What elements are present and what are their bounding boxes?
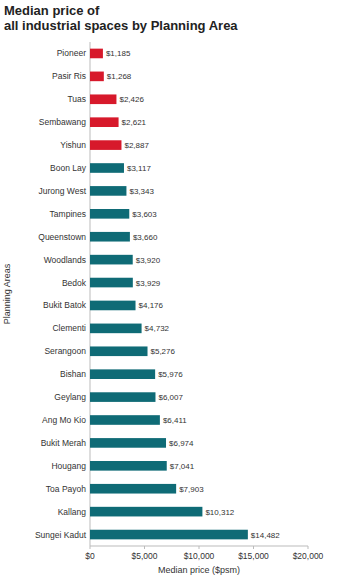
data-label: $7,903 [179,485,204,494]
bar [90,530,248,540]
data-label: $4,732 [145,324,170,333]
data-label: $2,426 [119,95,144,104]
x-tick [90,546,91,549]
category-label: Woodlands [44,255,86,265]
bar [90,438,166,448]
data-label: $6,411 [163,416,187,425]
bar [90,163,124,173]
bar [90,346,148,356]
data-label: $7,041 [170,462,195,471]
bar [90,94,116,104]
data-label: $3,343 [129,187,154,196]
category-label: Yishun [60,140,86,150]
data-label: $10,312 [205,508,234,517]
x-axis-title: Median price ($psm) [158,565,240,575]
x-tick-label: $5,000 [132,551,158,561]
bar [90,49,103,59]
x-tick-label: $10,000 [184,551,215,561]
bar [90,117,119,127]
category-label: Ang Mo Kio [42,415,86,425]
bar [90,186,126,196]
x-tick [308,546,309,549]
bar [90,301,136,311]
bar [90,278,133,288]
data-label: $3,920 [136,256,161,265]
category-label: Sembawang [39,117,87,127]
bar [90,72,104,82]
category-label: Pioneer [57,48,86,58]
category-label: Jurong West [38,186,86,196]
category-label: Boon Lay [50,163,87,173]
y-axis-title: Planning Areas [2,263,12,324]
category-label: Queenstown [38,232,86,242]
category-label: Geylang [54,392,86,402]
data-label: $1,185 [106,49,131,58]
data-label: $6,007 [158,393,183,402]
category-label: Serangoon [44,346,86,356]
category-label: Hougang [51,461,86,471]
bar [90,255,133,265]
x-tick [199,546,200,549]
bar [90,232,130,242]
data-label: $3,603 [132,210,157,219]
chart-title: Median price of all industrial spaces by… [4,3,238,33]
bar [90,461,167,471]
chart-root: Median price of all industrial spaces by… [0,0,338,588]
category-label: Bukit Merah [41,438,87,448]
data-label: $2,887 [124,141,149,150]
category-label: Tuas [67,94,86,104]
x-tick-label: $0 [85,551,95,561]
category-label: Pasir Ris [52,71,86,81]
data-label: $5,976 [158,370,183,379]
bar [90,415,160,425]
data-label: $3,117 [127,164,151,173]
bar [90,369,155,379]
bar [90,392,155,402]
category-label: Tampines [50,209,86,219]
x-tick-label: $15,000 [238,551,269,561]
data-label: $1,268 [107,72,132,81]
category-label: Toa Payoh [46,484,86,494]
data-label: $3,660 [133,233,158,242]
category-label: Kallang [58,507,87,517]
data-label: $2,621 [122,118,147,127]
x-tick [144,546,145,549]
bar [90,484,176,494]
category-label: Clementi [52,323,86,333]
data-label: $4,176 [139,301,164,310]
data-label: $6,974 [169,439,194,448]
data-label: $14,482 [251,531,280,540]
bar [90,209,129,219]
category-label: Bedok [62,278,87,288]
bars [90,49,248,540]
bar [90,324,142,334]
category-label: Bukit Batok [43,300,87,310]
bar [90,507,202,517]
x-tick [253,546,254,549]
x-tick-label: $20,000 [293,551,324,561]
category-label: Bishan [60,369,86,379]
data-label: $5,276 [151,347,176,356]
bar [90,140,121,150]
chart-svg: Pioneer $1,185 Pasir Ris $1,268 Tuas $2,426 Se… [0,0,338,588]
category-label: Sungei Kadut [35,530,87,540]
data-label: $3,929 [136,279,161,288]
